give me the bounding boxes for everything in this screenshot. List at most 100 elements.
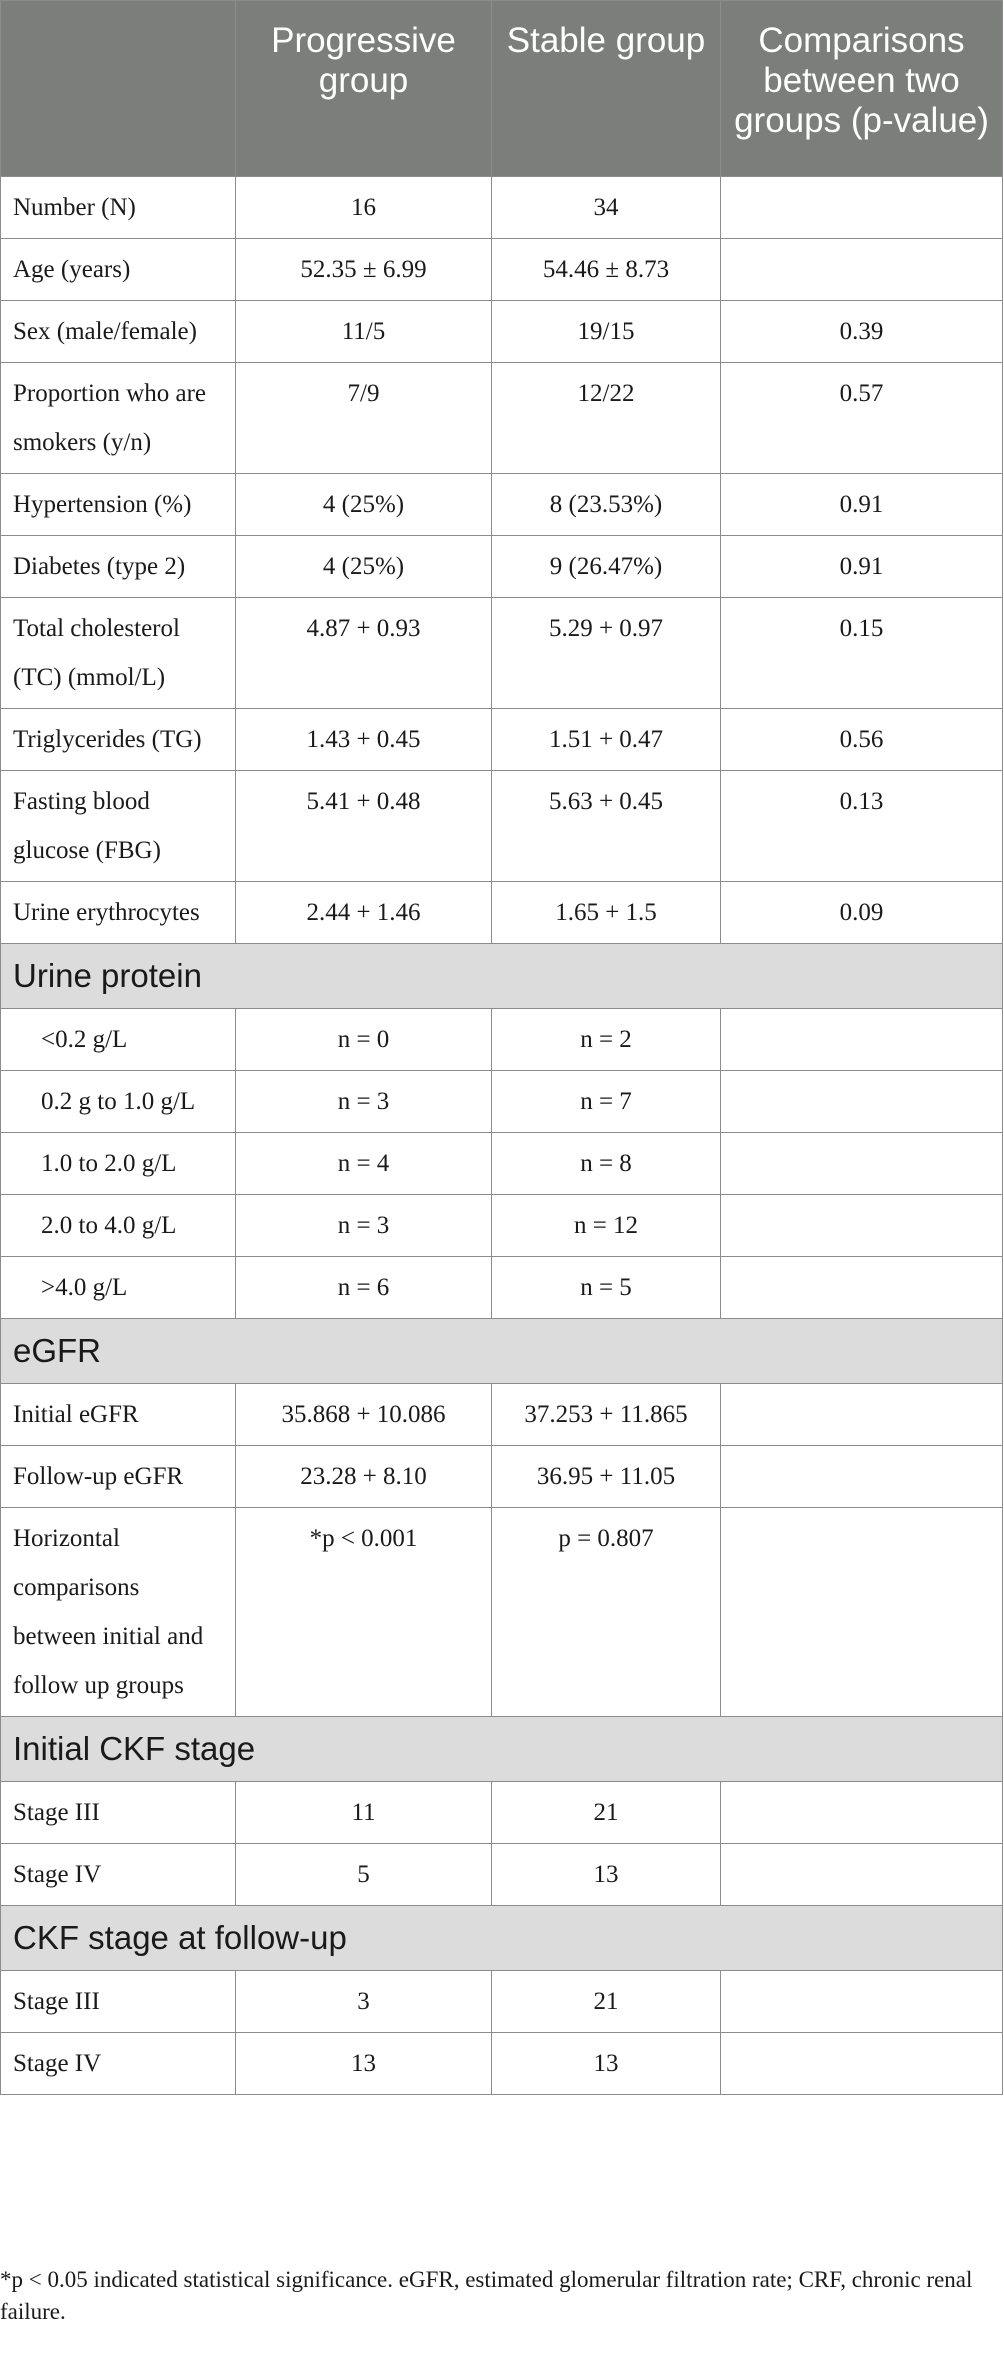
progressive-value: 11/5 [235, 300, 492, 363]
row-label: Horizontal comparisons between initial a… [0, 1507, 236, 1717]
p-value: 0.57 [720, 362, 1003, 474]
p-value [720, 1132, 1003, 1195]
stable-value: 21 [491, 1970, 721, 2033]
table-row: Initial eGFR 35.868 + 10.086 37.253 + 11.8… [0, 1383, 1003, 1446]
p-value [720, 1970, 1003, 2033]
table-row: Stage III 11 21 [0, 1781, 1003, 1844]
table-row: Urine erythrocytes 2.44 + 1.46 1.65 + 1.5 0… [0, 881, 1003, 944]
row-label: Fasting blood glucose (FBG) [0, 770, 236, 882]
stable-value: n = 2 [491, 1008, 721, 1071]
table-row: Diabetes (type 2) 4 (25%) 9 (26.47%) 0.91 [0, 535, 1003, 598]
stable-value: 36.95 + 11.05 [491, 1445, 721, 1508]
p-value [720, 176, 1003, 239]
progressive-value: 3 [235, 1970, 492, 2033]
progressive-value: 4 (25%) [235, 473, 492, 536]
row-label: Stage IV [0, 2032, 236, 2095]
table-row: Triglycerides (TG) 1.43 + 0.45 1.51 + 0.47… [0, 708, 1003, 771]
table-body: Number (N) 16 34 Age (years) 52.35 ± 6.99 54.… [0, 176, 1003, 2095]
p-value [720, 1507, 1003, 1717]
header-cell-p-value: Comparisons between two groups (p-value) [720, 0, 1003, 177]
progressive-value: n = 6 [235, 1256, 492, 1319]
row-label: Stage IV [0, 1843, 236, 1906]
p-value [720, 1843, 1003, 1906]
p-value [720, 238, 1003, 301]
progressive-value: n = 4 [235, 1132, 492, 1195]
row-label: Initial eGFR [0, 1383, 236, 1446]
row-label: Stage III [0, 1970, 236, 2033]
p-value [720, 1070, 1003, 1133]
table-row: Hypertension (%) 4 (25%) 8 (23.53%) 0.91 [0, 473, 1003, 536]
progressive-value: 5 [235, 1843, 492, 1906]
p-value: 0.91 [720, 473, 1003, 536]
progressive-value: 1.43 + 0.45 [235, 708, 492, 771]
row-label: Proportion who are smokers (y/n) [0, 362, 236, 474]
p-value [720, 1445, 1003, 1508]
progressive-value: 4.87 + 0.93 [235, 597, 492, 709]
row-label: Sex (male/female) [0, 300, 236, 363]
row-label: 1.0 to 2.0 g/L [0, 1132, 236, 1195]
section-title: Urine protein [0, 943, 1003, 1009]
p-value: 0.91 [720, 535, 1003, 598]
section-header-row: Urine protein [0, 943, 1003, 1009]
p-value [720, 1256, 1003, 1319]
row-label: Follow-up eGFR [0, 1445, 236, 1508]
table-row: Follow-up eGFR 23.28 + 8.10 36.95 + 11.05 [0, 1445, 1003, 1508]
progressive-value: 52.35 ± 6.99 [235, 238, 492, 301]
stable-value: 37.253 + 11.865 [491, 1383, 721, 1446]
stable-value: p = 0.807 [491, 1507, 721, 1717]
header-cell-progressive: Progressive group [235, 0, 492, 177]
table-row: Age (years) 52.35 ± 6.99 54.46 ± 8.73 [0, 238, 1003, 301]
stable-value: 9 (26.47%) [491, 535, 721, 598]
row-label: Total cholesterol (TC) (mmol/L) [0, 597, 236, 709]
stable-value: n = 5 [491, 1256, 721, 1319]
row-label: Diabetes (type 2) [0, 535, 236, 598]
progressive-value: 35.868 + 10.086 [235, 1383, 492, 1446]
stable-value: 34 [491, 176, 721, 239]
p-value: 0.15 [720, 597, 1003, 709]
stable-value: n = 8 [491, 1132, 721, 1195]
row-label: Stage III [0, 1781, 236, 1844]
stable-value: 8 (23.53%) [491, 473, 721, 536]
progressive-value: 5.41 + 0.48 [235, 770, 492, 882]
section-header-row: eGFR [0, 1318, 1003, 1384]
progressive-value: 11 [235, 1781, 492, 1844]
table-row: Proportion who are smokers (y/n) 7/9 12/22… [0, 362, 1003, 474]
row-label: Urine erythrocytes [0, 881, 236, 944]
p-value: 0.39 [720, 300, 1003, 363]
table-header-row: Progressive group Stable group Compariso… [0, 0, 1003, 177]
section-header-row: Initial CKF stage [0, 1716, 1003, 1782]
stable-value: 1.65 + 1.5 [491, 881, 721, 944]
progressive-value: 13 [235, 2032, 492, 2095]
row-label: Triglycerides (TG) [0, 708, 236, 771]
stable-value: n = 12 [491, 1194, 721, 1257]
progressive-value: 2.44 + 1.46 [235, 881, 492, 944]
table-row: Number (N) 16 34 [0, 176, 1003, 239]
stable-value: 21 [491, 1781, 721, 1844]
row-label: <0.2 g/L [0, 1008, 236, 1071]
p-value: 0.13 [720, 770, 1003, 882]
section-header-row: CKF stage at follow-up [0, 1905, 1003, 1971]
section-title: CKF stage at follow-up [0, 1905, 1003, 1971]
progressive-value: 23.28 + 8.10 [235, 1445, 492, 1508]
data-table: Progressive group Stable group Compariso… [0, 0, 1003, 2095]
p-value [720, 1383, 1003, 1446]
p-value [720, 1008, 1003, 1071]
stable-value: 54.46 ± 8.73 [491, 238, 721, 301]
table-row: Horizontal comparisons between initial a… [0, 1507, 1003, 1717]
p-value [720, 2032, 1003, 2095]
stable-value: n = 7 [491, 1070, 721, 1133]
progressive-value: 4 (25%) [235, 535, 492, 598]
progressive-value: *p < 0.001 [235, 1507, 492, 1717]
stable-value: 19/15 [491, 300, 721, 363]
progressive-value: n = 0 [235, 1008, 492, 1071]
stable-value: 1.51 + 0.47 [491, 708, 721, 771]
row-label: Hypertension (%) [0, 473, 236, 536]
stable-value: 5.63 + 0.45 [491, 770, 721, 882]
progressive-value: n = 3 [235, 1070, 492, 1133]
row-label: 2.0 to 4.0 g/L [0, 1194, 236, 1257]
